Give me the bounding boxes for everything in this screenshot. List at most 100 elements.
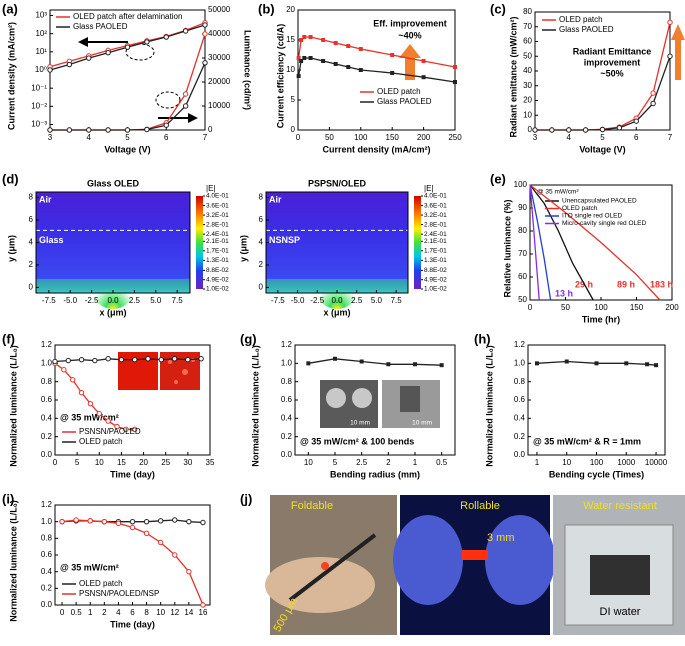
photo [265,557,375,613]
colorbar-tick-label: 1.7E-01 [424,248,447,255]
x-tick-label: 200 [665,303,679,312]
annotation: Eff. improvement [373,18,447,28]
x-axis-label: Voltage (V) [579,144,625,154]
point [66,127,73,133]
point [129,518,136,525]
x-tick-label: 1 [535,458,540,467]
point [308,35,313,39]
legend-label: Glass PAOLED [73,22,128,31]
point [302,56,307,60]
x-axis-label: Time (hr) [582,314,620,324]
y2-tick-label: 30000 [208,53,231,62]
panel-label: (f) [2,331,15,346]
colorbar-tick-label: 4.0E-01 [206,193,229,200]
legend-label: OLED patch [559,15,603,24]
y-tick-label: 1.2 [514,340,526,349]
x-tick-label: 16 [199,608,208,617]
region-label: Air [269,194,282,204]
x-axis-label: Time (day) [110,619,155,629]
region-label: Air [39,194,52,204]
point [390,71,395,75]
y-tick-label: 80 [523,7,532,16]
x-tick-label: 5 [125,133,130,142]
x-tick-label: 5 [333,458,338,467]
x-tick-label: 2 [102,608,107,617]
point [296,56,301,60]
y-tick-label: 20 [286,5,295,14]
point [296,74,301,78]
colorbar [414,196,421,289]
x-tick-label: 5 [600,133,605,142]
annotation: @ 35 mW/cm² [537,189,579,196]
point [202,22,208,28]
x-tick-label: 7.5 [391,296,403,305]
x-tick-label: 0.5 [436,458,448,467]
x-tick-label: 3 [533,133,538,142]
point [47,127,53,133]
y-tick-label: 1.0 [514,358,526,367]
y-axis-label: Current efficiency (cd/A) [275,24,285,129]
y-tick-label: 0 [291,125,296,134]
y2-tick-label: 50000 [208,5,231,14]
y-tick-label: 50 [523,51,532,60]
colorbar-tick-label: 3.6E-01 [424,202,447,209]
x-axis-label: Current density (mA/cm²) [322,144,430,154]
legend-label: PSNSN/PAOLED [79,427,141,436]
y-tick-label: 2 [259,260,264,269]
point [78,356,85,363]
y-tick-label: 10 [523,110,532,119]
point [132,426,138,433]
point [633,118,639,124]
annotation: @ 35 mW/cm² & 100 bends [300,436,414,446]
point [667,53,673,59]
y-tick-label: 1.2 [41,340,53,349]
point [65,357,71,364]
annotation: 89 h [617,279,635,289]
x-tick-label: 2.5 [351,296,363,305]
x-tick-label: 100 [590,458,604,467]
x-tick-label: 25 [161,458,170,467]
point [163,122,169,128]
colorbar-tick-label: 2.8E-01 [424,221,447,228]
series-line [54,362,135,430]
point [157,518,164,524]
point [421,75,426,80]
point [163,34,169,40]
y-tick-label: 40 [523,66,532,75]
y-tick-label: 0.0 [514,450,526,459]
legend-label: OLED patch [562,205,598,212]
point [549,127,555,133]
annotation: Radiant Emittance [573,46,652,56]
y-tick-label: 0.0 [281,450,293,459]
point [299,38,304,42]
legend-label: ITO single red OLED [562,213,623,220]
field-spot [91,265,135,309]
y2-tick-label: 10000 [208,101,231,110]
x-tick-label: 2.5 [356,458,368,467]
x-tick-label: 0.0 [107,296,119,305]
point [650,90,656,96]
x-tick-label: 250 [448,133,462,142]
annotation: @ 35 mW/cm² [60,562,119,572]
point [346,44,351,48]
x-tick-label: 0.0 [331,296,343,305]
point [413,362,417,367]
x-tick-label: 7.5 [172,296,184,305]
series-line [529,184,552,301]
point [202,31,208,37]
field-spot [315,265,359,309]
point [61,367,67,373]
y-tick-label: 0.4 [281,413,293,422]
inset-photo [400,386,420,412]
colorbar-tick-label: 4.0E-01 [424,193,447,200]
photo-title: Foldable [291,500,333,512]
y-tick-label: 1.2 [281,340,293,349]
point [186,518,192,525]
y-tick-label: 0.6 [41,550,53,559]
panel-label: (e) [490,171,506,186]
colorbar-tick-label: 1.3E-01 [206,257,229,264]
x-tick-label: 7 [668,133,673,142]
x-tick-label: 6 [130,608,135,617]
colorbar-tick-label: 2.1E-01 [424,238,447,245]
y-tick-label: 10⁰ [35,65,47,74]
